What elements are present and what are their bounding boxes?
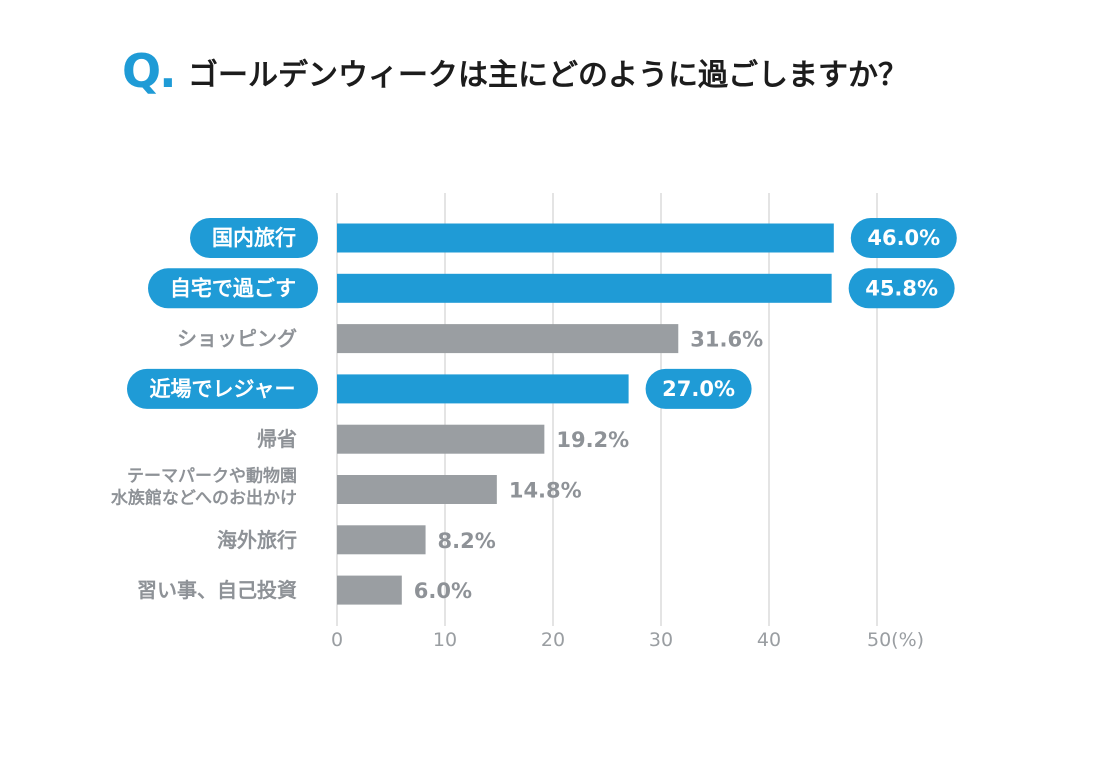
category-label: 近場でレジャー <box>150 377 296 401</box>
bar <box>337 374 629 404</box>
category-label-line: テーマパークや動物園 <box>127 466 297 487</box>
x-tick-label: 40 <box>757 629 781 651</box>
value-label: 6.0% <box>414 579 472 603</box>
x-tick-label: 30 <box>649 629 673 651</box>
category-pill <box>127 368 318 409</box>
value-label: 19.2% <box>556 428 629 452</box>
value-pill <box>645 368 752 409</box>
bar <box>337 424 545 454</box>
x-tick-label: 0 <box>331 629 343 651</box>
category-label: 習い事、自己投資 <box>137 578 297 602</box>
category-label: 自宅で過ごす <box>170 276 296 300</box>
bar <box>337 273 832 303</box>
value-label: 27.0% <box>662 377 735 401</box>
bar <box>337 223 834 253</box>
x-tick-label: 20 <box>541 629 565 651</box>
value-label: 8.2% <box>438 529 496 553</box>
x-tick-label: 50(%) <box>867 629 924 651</box>
chart-title: ゴールデンウィークは主にどのように過ごしますか？ <box>188 58 908 93</box>
value-pill <box>850 218 957 258</box>
value-label: 14.8% <box>509 479 582 503</box>
value-label: 31.6% <box>690 328 763 352</box>
bar <box>337 525 426 555</box>
value-label: 45.8% <box>865 276 938 300</box>
category-label: ショッピング <box>177 327 297 351</box>
bar <box>337 575 402 605</box>
question-mark-label: Q. <box>122 44 177 98</box>
category-label: テーマパークや動物園水族館などへのお出かけ <box>111 466 297 509</box>
bar <box>337 475 497 504</box>
category-label: 国内旅行 <box>212 226 296 250</box>
category-label: 海外旅行 <box>217 528 297 552</box>
category-label-line: 水族館などへのお出かけ <box>111 488 297 509</box>
category-label: 帰省 <box>257 427 297 451</box>
bar <box>337 324 679 354</box>
value-pill <box>848 268 955 309</box>
category-pill <box>190 218 318 258</box>
x-tick-label: 10 <box>433 629 457 651</box>
value-label: 46.0% <box>867 226 940 250</box>
category-pill <box>148 268 318 309</box>
